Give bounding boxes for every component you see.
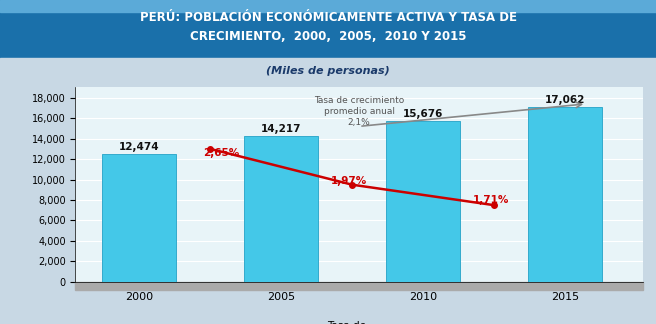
Bar [244, 136, 318, 282]
Bar [75, 282, 643, 290]
Bar [386, 122, 460, 282]
Text: 1,97%: 1,97% [331, 176, 367, 186]
Text: (Miles de personas): (Miles de personas) [266, 66, 390, 76]
Text: PERÚ: POBLACIÓN ECONÓMICAMENTE ACTIVA Y TASA DE: PERÚ: POBLACIÓN ECONÓMICAMENTE ACTIVA Y … [140, 11, 516, 24]
Text: CRECIMIENTO,  2000,  2005,  2010 Y 2015: CRECIMIENTO, 2000, 2005, 2010 Y 2015 [190, 30, 466, 43]
Bar [528, 107, 602, 282]
Text: 15,676: 15,676 [403, 109, 443, 119]
Bar [0, 0, 656, 58]
Text: 14,217: 14,217 [261, 124, 301, 134]
Text: 2,65%: 2,65% [203, 148, 239, 158]
Bar [0, 58, 656, 81]
Text: 12,474: 12,474 [119, 142, 159, 152]
Bar [102, 154, 176, 282]
Legend: PEA, Tasa de
crecimiento: PEA, Tasa de crecimiento [235, 317, 392, 324]
Bar [0, 0, 656, 12]
Text: Tasa de crecimiento
promedio anual
2,1%: Tasa de crecimiento promedio anual 2,1% [314, 96, 404, 127]
Text: 1,71%: 1,71% [472, 195, 509, 205]
Text: 17,062: 17,062 [544, 95, 585, 105]
